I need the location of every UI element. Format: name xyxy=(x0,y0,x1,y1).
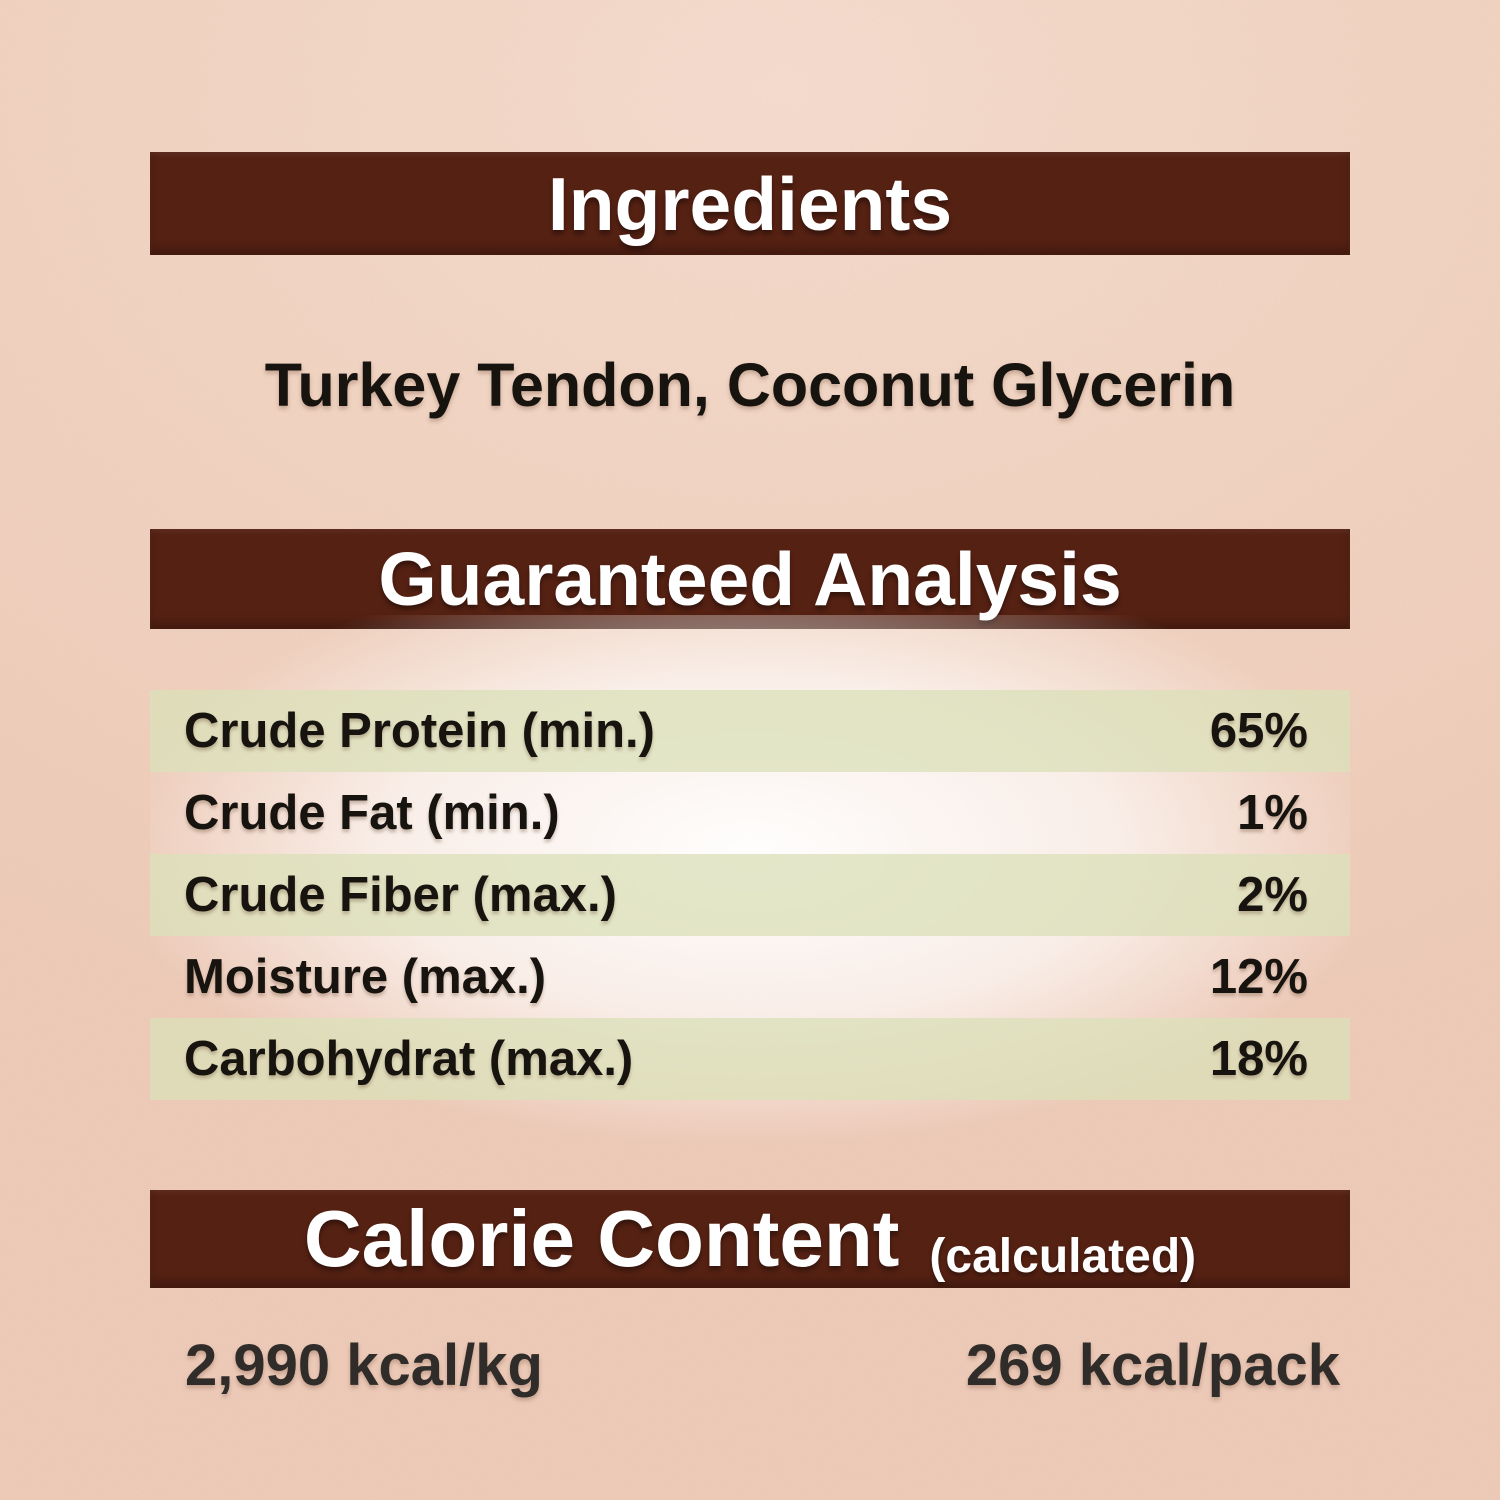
calorie-values-row: 2,990 kcal/kg 269 kcal/pack xyxy=(150,1332,1350,1399)
row-value: 12% xyxy=(1209,950,1308,1004)
row-label: Moisture (max.) xyxy=(184,950,547,1004)
row-label: Crude Fiber (max.) xyxy=(184,868,617,922)
row-value: 18% xyxy=(1209,1032,1308,1086)
row-label: Crude Protein (min.) xyxy=(184,704,655,758)
kcal-per-kg-value: 2,990 kcal/kg xyxy=(185,1333,543,1398)
calorie-content-subtitle: (calculated) xyxy=(929,1230,1197,1283)
table-row-carbohydrate: Carbohydrat (max.) 18% xyxy=(150,1018,1350,1100)
row-value: 65% xyxy=(1209,704,1308,758)
kcal-per-pack-value: 269 kcal/pack xyxy=(965,1333,1340,1398)
guaranteed-analysis-header-bar: Guaranteed Analysis xyxy=(150,529,1350,629)
calorie-content-header-bar: Calorie Content (calculated) xyxy=(150,1190,1350,1288)
row-value: 1% xyxy=(1237,786,1308,840)
table-row-moisture: Moisture (max.) 12% xyxy=(150,936,1350,1018)
row-label: Crude Fat (min.) xyxy=(184,786,560,840)
ingredients-list: Turkey Tendon, Coconut Glycerin xyxy=(264,351,1236,419)
guaranteed-analysis-title: Guaranteed Analysis xyxy=(378,537,1122,621)
ingredients-header-bar: Ingredients xyxy=(150,152,1350,255)
calorie-content-title: Calorie Content xyxy=(303,1194,900,1283)
calorie-header-group: Calorie Content (calculated) xyxy=(304,1193,1196,1285)
table-row-crude-protein: Crude Protein (min.) 65% xyxy=(150,690,1350,772)
guaranteed-analysis-table: Crude Protein (min.) 65% Crude Fat (min.… xyxy=(150,690,1350,1100)
ingredients-title: Ingredients xyxy=(547,161,953,246)
table-row-crude-fiber: Crude Fiber (max.) 2% xyxy=(150,854,1350,936)
row-label: Carbohydrat (max.) xyxy=(184,1032,634,1086)
table-row-crude-fat: Crude Fat (min.) 1% xyxy=(150,772,1350,854)
row-value: 2% xyxy=(1237,868,1308,922)
